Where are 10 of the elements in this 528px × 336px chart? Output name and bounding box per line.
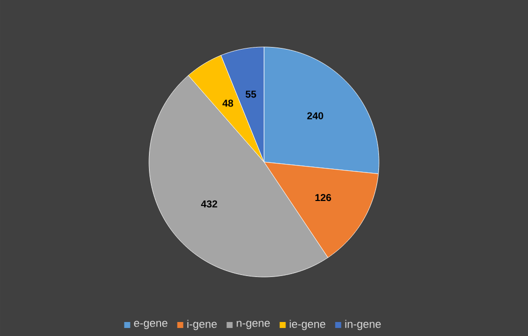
legend-label: i-gene bbox=[187, 320, 217, 330]
data-label: 126 bbox=[315, 194, 332, 202]
legend-label: e-gene bbox=[134, 320, 168, 330]
data-label: 55 bbox=[246, 90, 256, 98]
data-label: 432 bbox=[201, 200, 218, 208]
legend-label: ie-gene bbox=[290, 320, 326, 330]
data-label: 48 bbox=[222, 100, 234, 107]
legend-label: n-gene bbox=[236, 320, 270, 330]
data-label: 240 bbox=[307, 112, 324, 120]
legend-label: in-gene bbox=[345, 320, 381, 330]
